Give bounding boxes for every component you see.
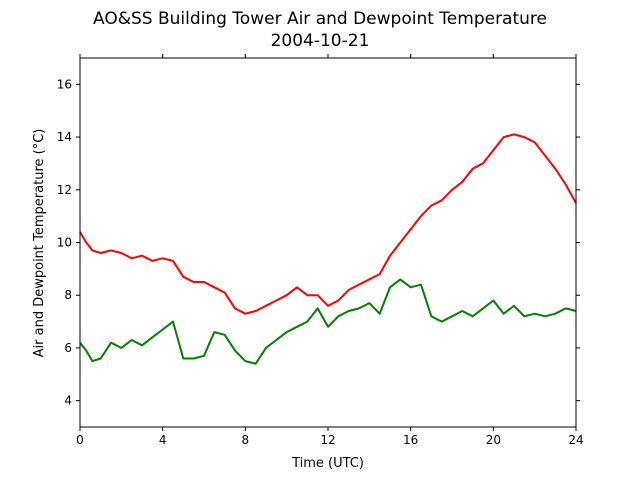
chart-subtitle: 2004-10-21 xyxy=(271,31,370,51)
y-tick-label: 8 xyxy=(64,288,72,302)
x-tick-label: 0 xyxy=(76,433,84,447)
y-tick-label: 6 xyxy=(64,341,72,355)
axis-layer: 0 4 8 12 16 20 24 4 6 8 10 12 14 16 xyxy=(57,54,584,447)
y-tick-label: 12 xyxy=(57,183,72,197)
x-tick-label: 12 xyxy=(320,433,335,447)
x-tick-label: 16 xyxy=(403,433,418,447)
y-tick-label: 14 xyxy=(57,130,72,144)
series-layer xyxy=(79,133,577,365)
x-tick-label: 8 xyxy=(242,433,250,447)
x-tick-label: 20 xyxy=(486,433,501,447)
y-tick-label: 16 xyxy=(57,77,72,91)
series-line-0 xyxy=(79,133,577,315)
x-tick-label: 24 xyxy=(568,433,583,447)
series-line-1 xyxy=(79,278,577,365)
x-tick-label: 4 xyxy=(159,433,167,447)
plot-frame xyxy=(79,57,577,428)
x-axis-label: Time (UTC) xyxy=(291,456,364,471)
chart-title: AO&SS Building Tower Air and Dewpoint Te… xyxy=(93,9,547,29)
y-axis-label: Air and Dewpoint Temperature (°C) xyxy=(32,129,47,358)
y-tick-label: 4 xyxy=(64,394,72,408)
y-tick-label: 10 xyxy=(57,236,72,250)
